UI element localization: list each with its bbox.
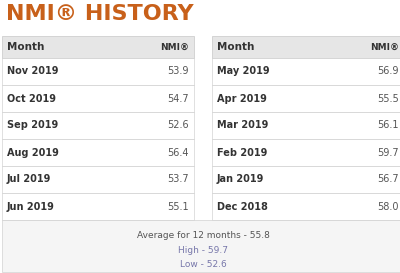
- Bar: [212, 112, 400, 139]
- Text: NMI® HISTORY: NMI® HISTORY: [6, 4, 194, 24]
- Text: Apr 2019: Apr 2019: [217, 93, 267, 103]
- Text: Oct 2019: Oct 2019: [7, 93, 56, 103]
- Text: 52.6: 52.6: [167, 120, 189, 130]
- Bar: [212, 193, 400, 220]
- Bar: [212, 139, 400, 166]
- Text: Mar 2019: Mar 2019: [217, 120, 268, 130]
- Text: 54.7: 54.7: [167, 93, 189, 103]
- Text: Low - 52.6: Low - 52.6: [180, 260, 226, 269]
- Text: 56.9: 56.9: [378, 67, 399, 76]
- Text: 55.5: 55.5: [377, 93, 399, 103]
- Bar: [2, 139, 194, 166]
- Text: Month: Month: [7, 42, 44, 52]
- Bar: [2, 112, 194, 139]
- Text: 58.0: 58.0: [378, 201, 399, 212]
- Text: 56.4: 56.4: [168, 147, 189, 158]
- Text: Aug 2019: Aug 2019: [7, 147, 59, 158]
- Bar: [2, 36, 194, 58]
- Bar: [2, 220, 400, 272]
- Text: May 2019: May 2019: [217, 67, 270, 76]
- Bar: [212, 166, 400, 193]
- Bar: [212, 58, 400, 85]
- Text: 53.9: 53.9: [168, 67, 189, 76]
- Text: NMI®: NMI®: [160, 43, 189, 52]
- Text: 59.7: 59.7: [377, 147, 399, 158]
- Text: NMI®: NMI®: [370, 43, 399, 52]
- Bar: [2, 166, 194, 193]
- Text: Jul 2019: Jul 2019: [7, 174, 51, 185]
- Text: Feb 2019: Feb 2019: [217, 147, 267, 158]
- Text: 56.1: 56.1: [378, 120, 399, 130]
- Bar: [212, 36, 400, 58]
- Text: Nov 2019: Nov 2019: [7, 67, 58, 76]
- Bar: [212, 85, 400, 112]
- Text: High - 59.7: High - 59.7: [178, 246, 228, 255]
- Text: Average for 12 months - 55.8: Average for 12 months - 55.8: [136, 231, 270, 240]
- Text: Month: Month: [217, 42, 254, 52]
- Text: 56.7: 56.7: [377, 174, 399, 185]
- Text: Dec 2018: Dec 2018: [217, 201, 268, 212]
- Bar: [2, 193, 194, 220]
- Text: 53.7: 53.7: [167, 174, 189, 185]
- Bar: [2, 58, 194, 85]
- Text: Jun 2019: Jun 2019: [7, 201, 55, 212]
- Bar: [2, 85, 194, 112]
- Text: Sep 2019: Sep 2019: [7, 120, 58, 130]
- Text: Jan 2019: Jan 2019: [217, 174, 264, 185]
- Text: 55.1: 55.1: [167, 201, 189, 212]
